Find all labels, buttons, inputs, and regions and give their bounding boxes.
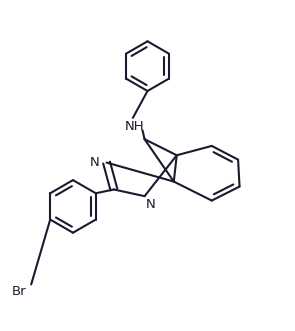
Text: N: N xyxy=(145,198,155,211)
Text: Br: Br xyxy=(12,285,27,298)
Text: N: N xyxy=(89,156,99,169)
Text: NH: NH xyxy=(124,119,144,132)
